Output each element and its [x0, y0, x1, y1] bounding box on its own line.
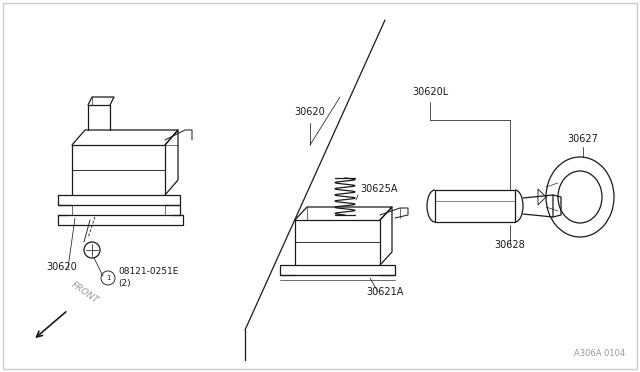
- Text: 30625A: 30625A: [360, 184, 397, 194]
- Text: 1: 1: [106, 276, 110, 282]
- Text: (2): (2): [118, 279, 131, 288]
- Bar: [435, 190, 515, 222]
- Text: A306A 0104: A306A 0104: [574, 349, 625, 358]
- Text: 30628: 30628: [495, 240, 525, 250]
- Text: FRONT: FRONT: [70, 280, 100, 305]
- Text: 30621A: 30621A: [366, 287, 404, 297]
- Text: 30620L: 30620L: [412, 87, 448, 97]
- Text: 30620: 30620: [47, 262, 77, 272]
- Text: 08121-0251E: 08121-0251E: [118, 267, 179, 276]
- Text: 30627: 30627: [568, 134, 598, 144]
- Text: 30620: 30620: [294, 107, 325, 117]
